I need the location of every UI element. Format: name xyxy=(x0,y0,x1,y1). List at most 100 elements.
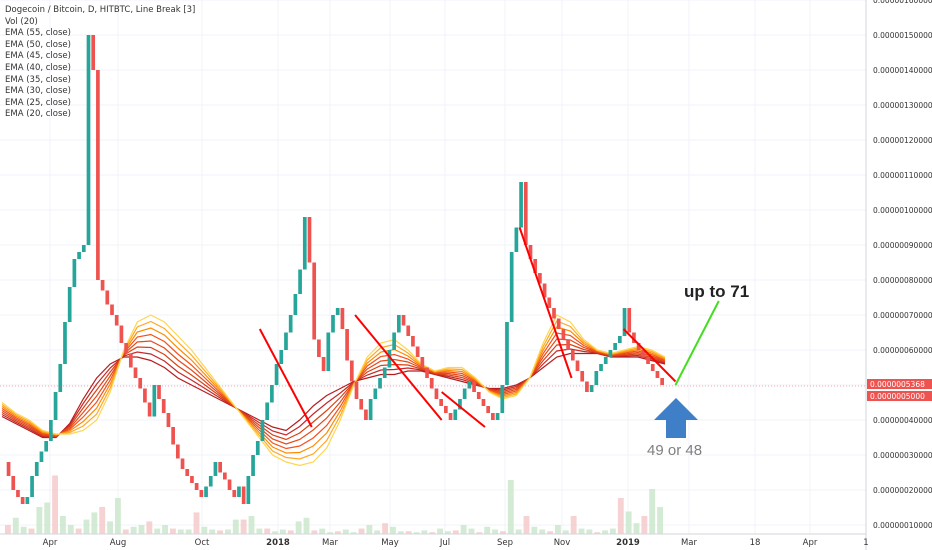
volume-bar xyxy=(570,516,577,534)
brick-down xyxy=(138,378,143,389)
brick-down xyxy=(241,486,246,504)
brick-down xyxy=(345,329,349,361)
volume-bar xyxy=(531,526,538,534)
brick-up xyxy=(25,497,30,504)
brick-down xyxy=(110,304,114,315)
brick-down xyxy=(354,381,359,399)
brick-up xyxy=(589,385,594,392)
volume-bar xyxy=(28,528,35,534)
brick-down xyxy=(646,357,650,364)
volume-bar xyxy=(500,531,506,534)
brick-down xyxy=(528,245,533,259)
brick-down xyxy=(119,325,124,343)
brick-down xyxy=(223,472,227,480)
price-axis[interactable]: 0.0000001000000 0.0000002000000 0.00000030… xyxy=(865,0,932,550)
trend-line xyxy=(518,227,573,379)
brick-up xyxy=(265,402,270,420)
legend-ema-25[interactable]: EMA (25, close) xyxy=(5,97,71,108)
legend-ema-45[interactable]: EMA (45, close) xyxy=(5,51,71,62)
brick-up xyxy=(622,308,627,336)
ema-line-7 xyxy=(1,314,666,467)
volume-bar xyxy=(413,532,420,534)
brick-down xyxy=(166,413,171,427)
volume-bar xyxy=(36,507,43,534)
brick-down xyxy=(547,297,552,308)
volume-bar xyxy=(52,475,58,534)
brick-down xyxy=(199,490,204,497)
volume-bar xyxy=(185,529,192,534)
brick-down xyxy=(401,315,406,326)
brick-down xyxy=(444,406,448,413)
brick-down xyxy=(218,462,222,473)
volume-bar xyxy=(327,532,333,534)
brick-down xyxy=(636,343,641,350)
volume-bar xyxy=(130,526,137,534)
legend-ema-40[interactable]: EMA (40, close) xyxy=(5,62,71,73)
current-price-label: 0.0000005368 xyxy=(870,380,925,389)
brick-up xyxy=(458,399,462,410)
brick-down xyxy=(307,217,312,263)
volume-bar xyxy=(476,532,483,534)
brick-up xyxy=(255,441,260,455)
marked-level-box xyxy=(867,391,932,401)
volume-bar xyxy=(162,525,168,534)
volume-bar xyxy=(225,529,231,534)
brick-up xyxy=(335,308,340,315)
brick-up xyxy=(81,245,86,252)
brick-down xyxy=(340,308,345,329)
volume-bar xyxy=(115,498,121,534)
brick-up xyxy=(77,252,81,259)
legend-ema-55[interactable]: EMA (55, close) xyxy=(5,28,71,39)
y-tick-label: 0.0000006000000 xyxy=(873,346,932,355)
brick-down xyxy=(20,497,25,504)
brick-up xyxy=(599,364,603,371)
brick-down xyxy=(194,483,199,490)
volume-bar xyxy=(240,519,247,534)
volume-bar xyxy=(429,532,436,534)
brick-up xyxy=(67,287,72,322)
brick-down xyxy=(185,469,190,476)
brick-down xyxy=(481,399,486,406)
brick-down xyxy=(133,367,138,378)
volume-bar xyxy=(350,532,357,534)
brick-up xyxy=(373,388,378,399)
volume-bar xyxy=(256,528,263,534)
volume-bar xyxy=(390,526,396,534)
legend-volume[interactable]: Vol (20) xyxy=(5,16,38,27)
brick-down xyxy=(486,406,491,413)
volume-bar xyxy=(460,525,467,534)
brick-up xyxy=(396,315,401,333)
brick-up xyxy=(86,35,91,245)
legend-title[interactable]: Dogecoin / Bitcoin, D, HITBTC, Line Brea… xyxy=(5,5,196,15)
legend-ema-30[interactable]: EMA (30, close) xyxy=(5,86,71,97)
brick-up xyxy=(208,476,213,487)
y-tick-label: 0.0000015000000 xyxy=(873,31,932,40)
brick-down xyxy=(105,290,110,305)
legend-ema-50[interactable]: EMA (50, close) xyxy=(5,39,71,50)
brick-up xyxy=(213,462,218,476)
brick-up xyxy=(462,388,467,399)
ema-line-4 xyxy=(1,332,666,450)
brick-up xyxy=(49,420,53,441)
brick-down xyxy=(523,182,528,245)
volume-bar xyxy=(99,507,106,534)
brick-up xyxy=(237,486,241,497)
brick-down xyxy=(561,329,566,340)
brick-down xyxy=(566,339,570,350)
brick-up xyxy=(453,409,458,420)
brick-up xyxy=(505,322,509,385)
brick-down xyxy=(359,399,364,410)
brick-up xyxy=(368,399,373,420)
brick-up xyxy=(274,364,279,385)
brick-up xyxy=(392,332,396,350)
volume-bar xyxy=(248,516,255,534)
brick-down xyxy=(100,280,105,291)
x-tick-label: Apr xyxy=(803,538,818,548)
legend-ema-35[interactable]: EMA (35, close) xyxy=(5,74,71,85)
time-axis[interactable]: Apr Aug Oct 2018 Mar May Jul Sep Nov 2019 Mar 18 Apr… xyxy=(0,533,869,548)
trend-line xyxy=(622,328,677,383)
legend-ema-20[interactable]: EMA (20, close) xyxy=(5,109,71,120)
target-line xyxy=(674,300,720,386)
brick-down xyxy=(406,325,411,336)
